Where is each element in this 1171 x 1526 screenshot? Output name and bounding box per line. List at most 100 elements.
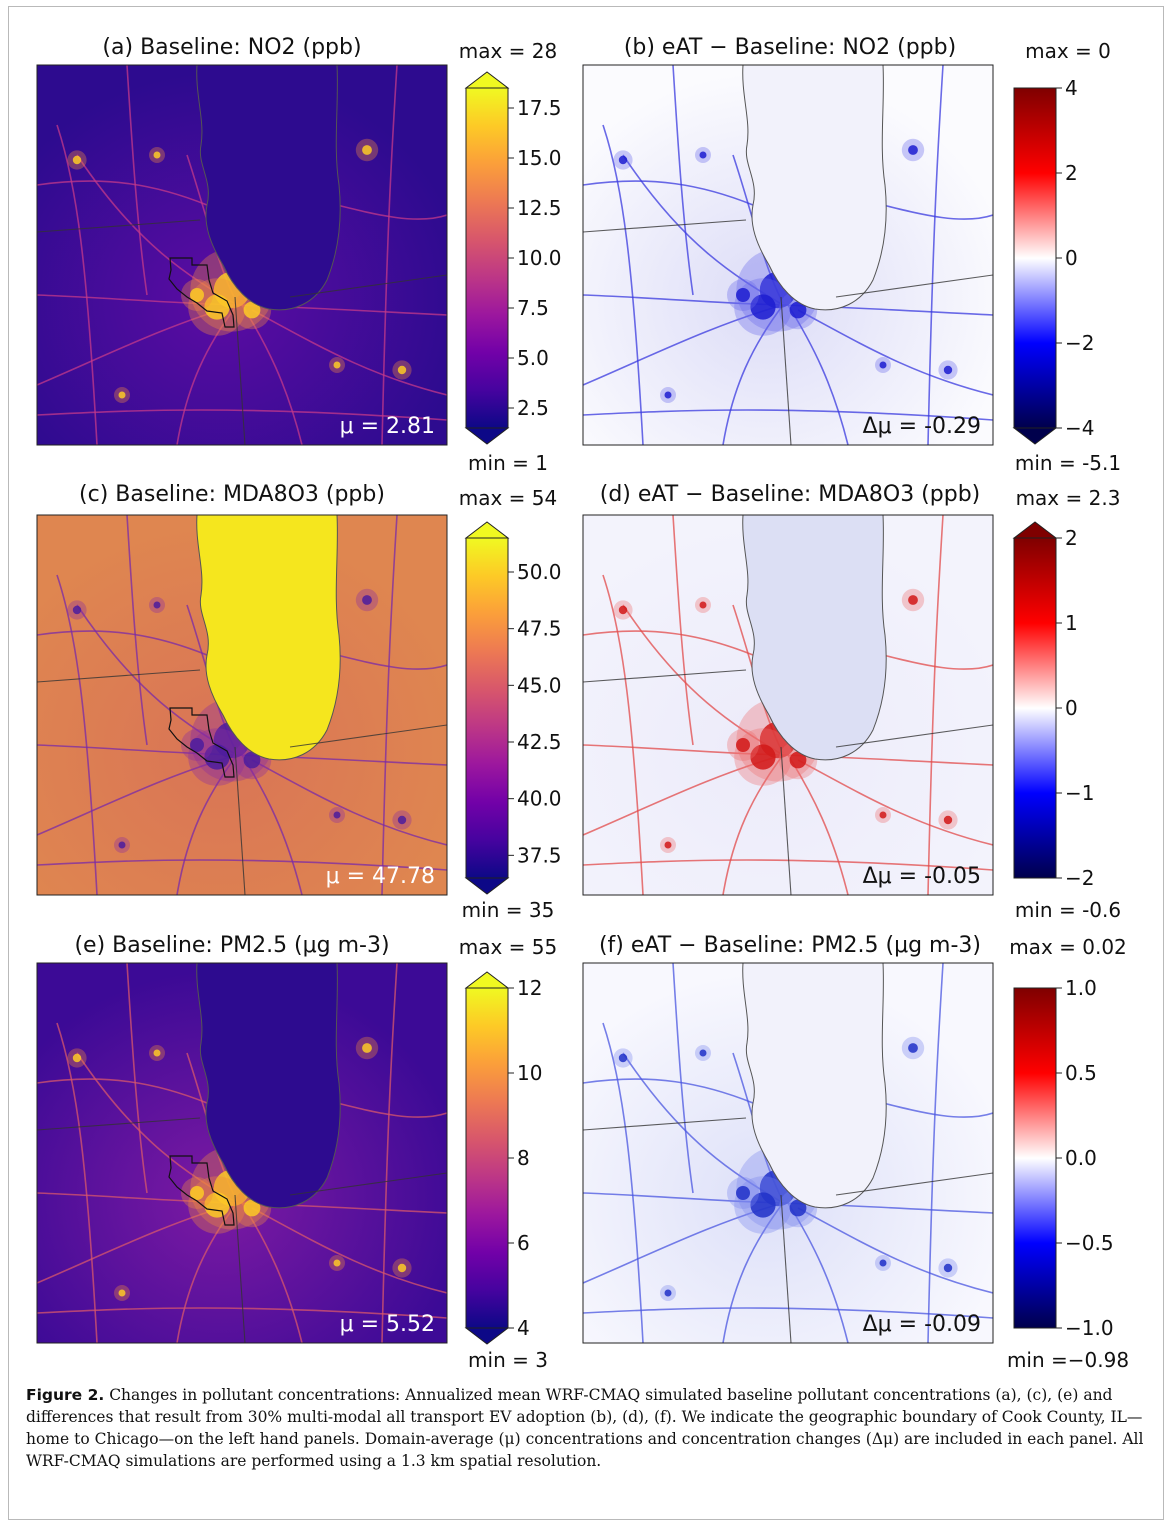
stat-label: μ = 5.52 — [340, 1312, 435, 1337]
hotspot — [153, 1049, 161, 1057]
state-boundary — [289, 724, 447, 748]
max-label: max = 0 — [1025, 39, 1111, 63]
colorbar-tick-label: −1.0 — [1065, 1316, 1114, 1340]
colorbar-tick-label: 45.0 — [517, 673, 562, 697]
map-frame — [36, 962, 448, 1344]
state-boundary — [583, 1117, 747, 1131]
hotspot — [664, 1289, 672, 1297]
road-line — [602, 1022, 644, 1343]
road-line — [672, 515, 694, 746]
hotspot — [750, 744, 776, 770]
colorbar-tick-label: 6 — [517, 1231, 530, 1255]
state-boundary — [835, 724, 993, 748]
colorbar-tick-label: −2 — [1065, 331, 1094, 355]
state-boundary — [583, 219, 747, 233]
road-line — [583, 409, 993, 421]
state-boundary — [835, 274, 993, 298]
road-line — [927, 515, 944, 895]
colorbar-tick-label: 0.0 — [1065, 1146, 1097, 1170]
hotspot — [72, 605, 82, 615]
figure-caption: Figure 2. Changes in pollutant concentra… — [26, 1384, 1151, 1472]
colorbar-tick-label: 2 — [1065, 526, 1078, 550]
map-f: Δμ = -0.09 — [582, 962, 994, 1344]
colorbar-body — [1013, 87, 1057, 429]
min-label: min = 1 — [468, 451, 548, 475]
road-line — [251, 1207, 447, 1294]
road-line — [927, 65, 944, 445]
cook-county-boundary — [168, 257, 235, 328]
hotspot — [153, 151, 161, 159]
max-label: max = 54 — [459, 486, 558, 510]
state-boundary — [583, 669, 747, 683]
road-line — [583, 180, 754, 206]
road-line — [37, 1078, 208, 1104]
hotspot — [908, 145, 918, 155]
colorbar-body — [465, 87, 509, 429]
colorbar-tick-label: −0.5 — [1065, 1231, 1114, 1255]
colorbar-tick-label: −4 — [1065, 416, 1094, 440]
hotspot — [362, 595, 372, 605]
hotspot — [618, 155, 628, 165]
hotspot — [72, 155, 82, 165]
road-line — [797, 759, 993, 846]
colorbar-f: 1.0 0.5 0.0 −0.5 −1.0 max = 0.02 min =−0.98 — [1007, 935, 1129, 1372]
colorbar-tick-label: 17.5 — [517, 96, 562, 120]
map-a: μ = 2.81 — [36, 64, 448, 446]
state-boundary — [234, 296, 246, 445]
colorbar-tick-label: 5.0 — [517, 346, 549, 370]
road-line — [241, 754, 303, 895]
hotspot — [943, 365, 953, 375]
state-boundary — [37, 669, 201, 683]
hotspot — [699, 151, 707, 159]
colorbar-tick-label: 0.5 — [1065, 1061, 1097, 1085]
map-d: Δμ = -0.05 — [582, 514, 994, 896]
road-line — [797, 309, 993, 396]
state-boundary — [780, 296, 792, 445]
max-label: max = 28 — [459, 39, 558, 63]
colorbar-tick-label: 2.5 — [517, 396, 549, 420]
map-frame — [582, 64, 994, 446]
road-line — [126, 65, 148, 296]
colorbar-tick-label: 10 — [517, 1061, 542, 1085]
hotspot — [908, 595, 918, 605]
shoreline — [196, 963, 341, 1209]
hotspot — [204, 1192, 230, 1218]
shoreline — [196, 65, 341, 311]
road-line — [583, 630, 754, 656]
hotspot — [699, 1049, 707, 1057]
colorbar-b: 4 2 0 −2 −4 max = 0 min = -5.1 — [1012, 39, 1121, 475]
road-line — [126, 515, 148, 746]
road-line — [381, 963, 398, 1343]
road-line — [37, 409, 447, 421]
hotspot — [204, 294, 230, 320]
shoreline — [196, 515, 341, 761]
hotspot — [190, 1186, 204, 1200]
figure-frame — [8, 6, 1164, 1520]
hotspot — [243, 1199, 261, 1217]
road-line — [126, 963, 148, 1194]
stat-label: Δμ = -0.29 — [863, 414, 981, 439]
road-line — [583, 859, 993, 871]
hotspot — [362, 145, 372, 155]
hotspot — [789, 751, 807, 769]
road-line — [37, 180, 208, 206]
lake-michigan — [196, 515, 341, 760]
colorbar-tick-label: 4 — [517, 1316, 530, 1340]
colorbar-tick-label: 2 — [1065, 161, 1078, 185]
map-frame — [582, 514, 994, 896]
road-line — [672, 963, 694, 1194]
road-line — [241, 1202, 303, 1343]
road-line — [37, 630, 208, 656]
road-line — [336, 654, 447, 670]
colorbar-tick-label: 42.5 — [517, 730, 562, 754]
colorbar-tick-label: −2 — [1065, 866, 1094, 890]
hotspot — [750, 1192, 776, 1218]
hotspot — [362, 1043, 372, 1053]
hotspot — [153, 601, 161, 609]
hotspot — [879, 811, 887, 819]
road-line — [37, 859, 447, 871]
road-line — [882, 204, 993, 220]
figure-label: Figure 2. — [26, 1386, 105, 1404]
caption-text: Changes in pollutant concentrations: Ann… — [26, 1386, 1144, 1470]
hotspot — [736, 1186, 750, 1200]
